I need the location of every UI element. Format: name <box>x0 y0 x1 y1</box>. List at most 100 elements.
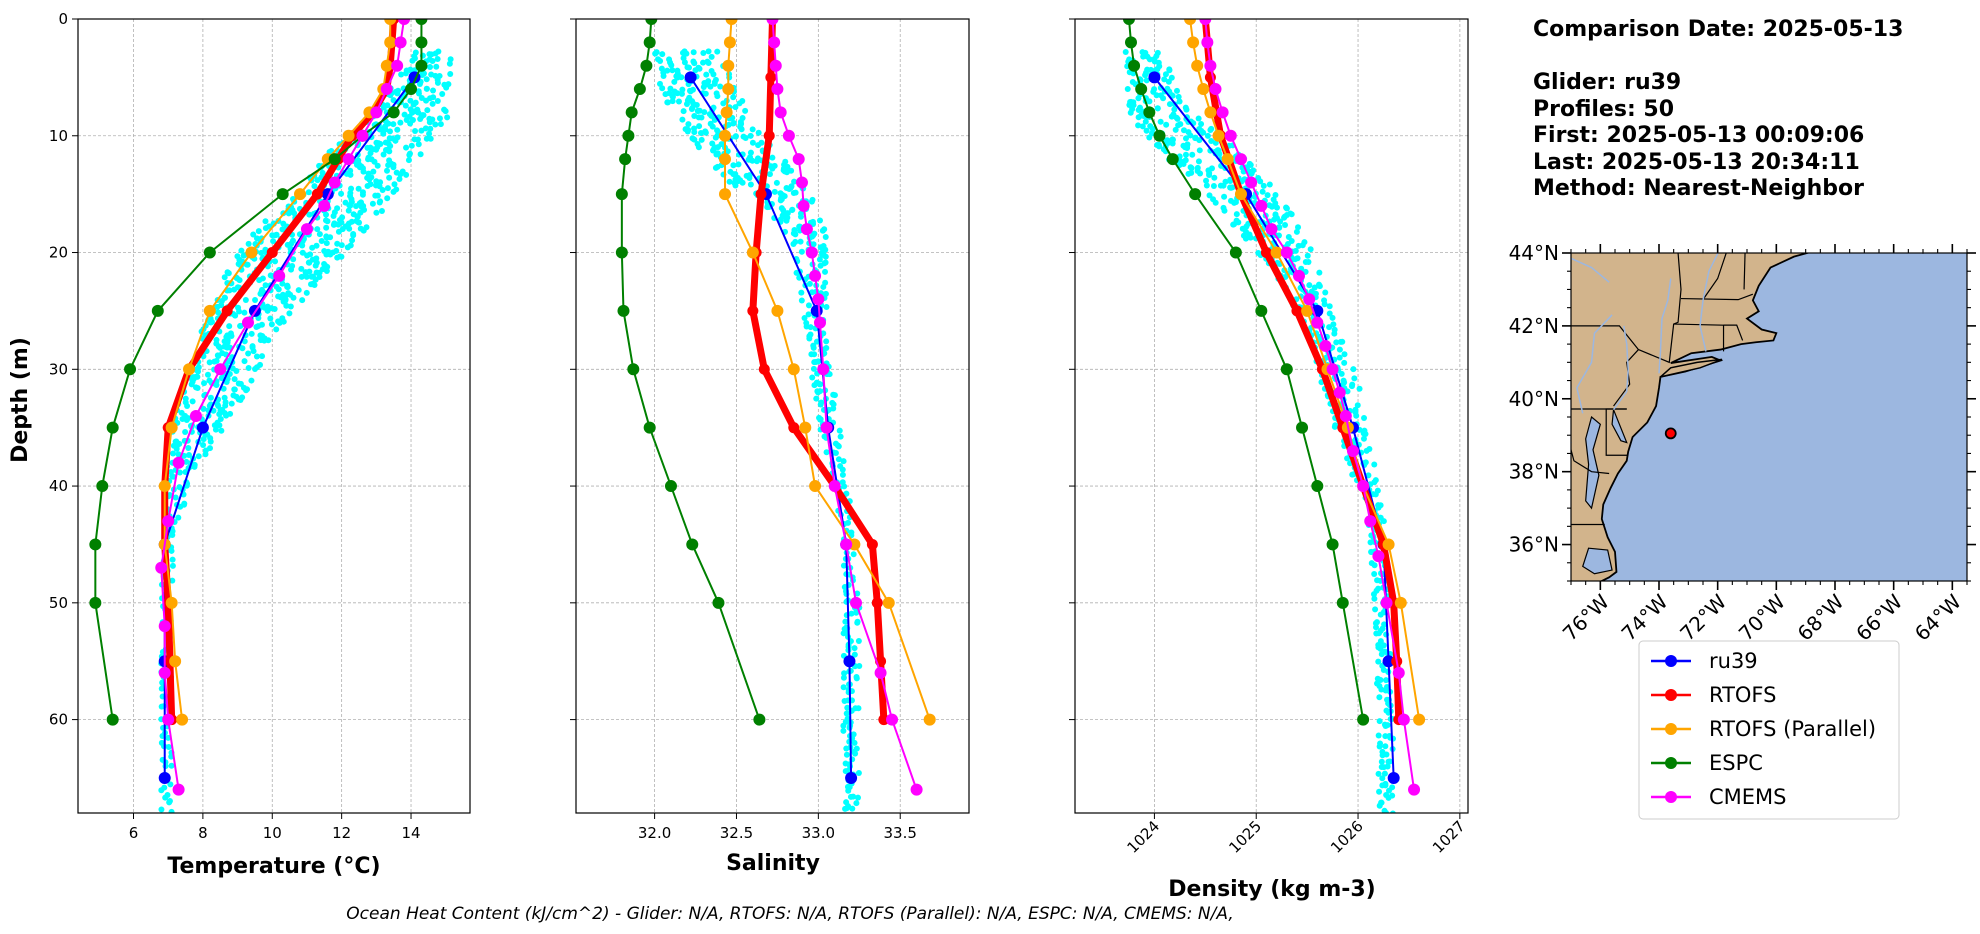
series-point <box>686 538 699 551</box>
series-point <box>96 480 109 493</box>
glider-sample-point <box>1272 191 1279 198</box>
glider-sample-point <box>316 273 323 280</box>
series-point <box>712 596 725 609</box>
glider-sample-point <box>1341 359 1348 366</box>
glider-sample-point <box>1143 127 1150 134</box>
glider-sample-point <box>169 531 176 538</box>
state-border <box>1743 253 1746 290</box>
glider-sample-point <box>185 452 192 459</box>
glider-sample-point <box>347 167 354 174</box>
glider-sample-point <box>195 364 202 371</box>
glider-sample-point <box>1368 548 1375 555</box>
series-point <box>1197 83 1210 96</box>
glider-sample-point <box>200 441 207 448</box>
series-point <box>850 596 863 609</box>
glider-sample-point <box>1146 98 1153 105</box>
series-point <box>1311 480 1324 493</box>
series-point <box>640 59 653 72</box>
glider-sample-point <box>345 207 352 214</box>
glider-sample-point <box>1166 101 1173 108</box>
glider-sample-point <box>1306 282 1313 289</box>
glider-sample-point <box>1166 66 1173 73</box>
glider-sample-point <box>1282 221 1289 228</box>
glider-sample-point <box>809 374 816 381</box>
glider-sample-point <box>1381 770 1388 777</box>
glider-sample-point <box>740 133 747 140</box>
glider-sample-point <box>847 793 854 800</box>
glider-sample-point <box>822 253 829 260</box>
glider-sample-point <box>304 252 311 259</box>
state-border <box>1680 293 1754 301</box>
long-island <box>1659 358 1723 378</box>
x-tick-label: 1026 <box>1327 817 1367 857</box>
glider-sample-point <box>679 86 686 93</box>
glider-sample-point <box>323 234 330 241</box>
glider-sample-point <box>364 182 371 189</box>
glider-sample-point <box>354 213 361 220</box>
glider-sample-point <box>1142 69 1149 76</box>
series-point <box>768 36 781 49</box>
x-tick-label: 32.0 <box>638 824 671 842</box>
series-point <box>820 421 833 434</box>
glider-sample-point <box>694 140 701 147</box>
glider-sample-point <box>208 318 215 325</box>
glider-sample-point <box>241 338 248 345</box>
glider-sample-point <box>447 56 454 63</box>
glider-sample-point <box>1206 192 1213 199</box>
glider-sample-point <box>749 126 756 133</box>
glider-sample-point <box>262 218 269 225</box>
glider-sample-point <box>668 62 675 69</box>
legend-label: ru39 <box>1709 649 1758 673</box>
glider-sample-point <box>172 494 179 501</box>
glider-sample-point <box>851 651 858 658</box>
glider-sample-point <box>710 147 717 154</box>
glider-sample-point <box>252 297 259 304</box>
series-point <box>866 538 878 550</box>
glider-sample-point <box>1169 136 1176 143</box>
glider-sample-point <box>267 272 274 279</box>
glider-sample-point <box>166 799 173 806</box>
glider-sample-point <box>817 381 824 388</box>
glider-sample-point <box>406 150 413 157</box>
glider-sample-point <box>835 456 842 463</box>
glider-sample-point <box>184 402 191 409</box>
glider-sample-point <box>1375 504 1382 511</box>
glider-sample-point <box>671 78 678 85</box>
series-point <box>328 176 341 189</box>
glider-sample-point <box>734 174 741 181</box>
glider-sample-point <box>394 134 401 141</box>
series-point <box>1303 293 1316 306</box>
glider-sample-point <box>1363 447 1370 454</box>
glider-sample-point <box>397 119 404 126</box>
series-point <box>1364 515 1377 528</box>
glider-sample-point <box>166 491 173 498</box>
glider-sample-point <box>223 412 230 419</box>
series-espc <box>615 19 766 726</box>
glider-sample-point <box>1196 125 1203 132</box>
glider-sample-point <box>330 212 337 219</box>
series-point <box>172 456 185 469</box>
glider-sample-point <box>705 48 712 55</box>
glider-sample-point <box>840 684 847 691</box>
glider-sample-point <box>218 427 225 434</box>
glider-sample-point <box>1149 125 1156 132</box>
glider-sample-point <box>831 392 838 399</box>
glider-sample-point <box>334 240 341 247</box>
glider-sample-point <box>678 90 685 97</box>
legend-label: RTOFS (Parallel) <box>1709 717 1876 741</box>
series-point <box>792 153 805 166</box>
glider-sample-point <box>1129 106 1136 113</box>
glider-sample-point <box>1386 787 1393 794</box>
glider-sample-point <box>298 273 305 280</box>
glider-sample-point <box>1170 111 1177 118</box>
glider-sample-point <box>323 224 330 231</box>
glider-sample-point <box>1151 58 1158 65</box>
glider-sample-point <box>1356 385 1363 392</box>
glider-sample-point <box>1367 539 1374 546</box>
series-point <box>158 771 171 784</box>
glider-sample-point <box>1240 232 1247 239</box>
glider-sample-point <box>817 217 824 224</box>
glider-sample-point <box>216 411 223 418</box>
glider-sample-point <box>1140 53 1147 60</box>
x-tick-label: 14 <box>401 824 420 842</box>
